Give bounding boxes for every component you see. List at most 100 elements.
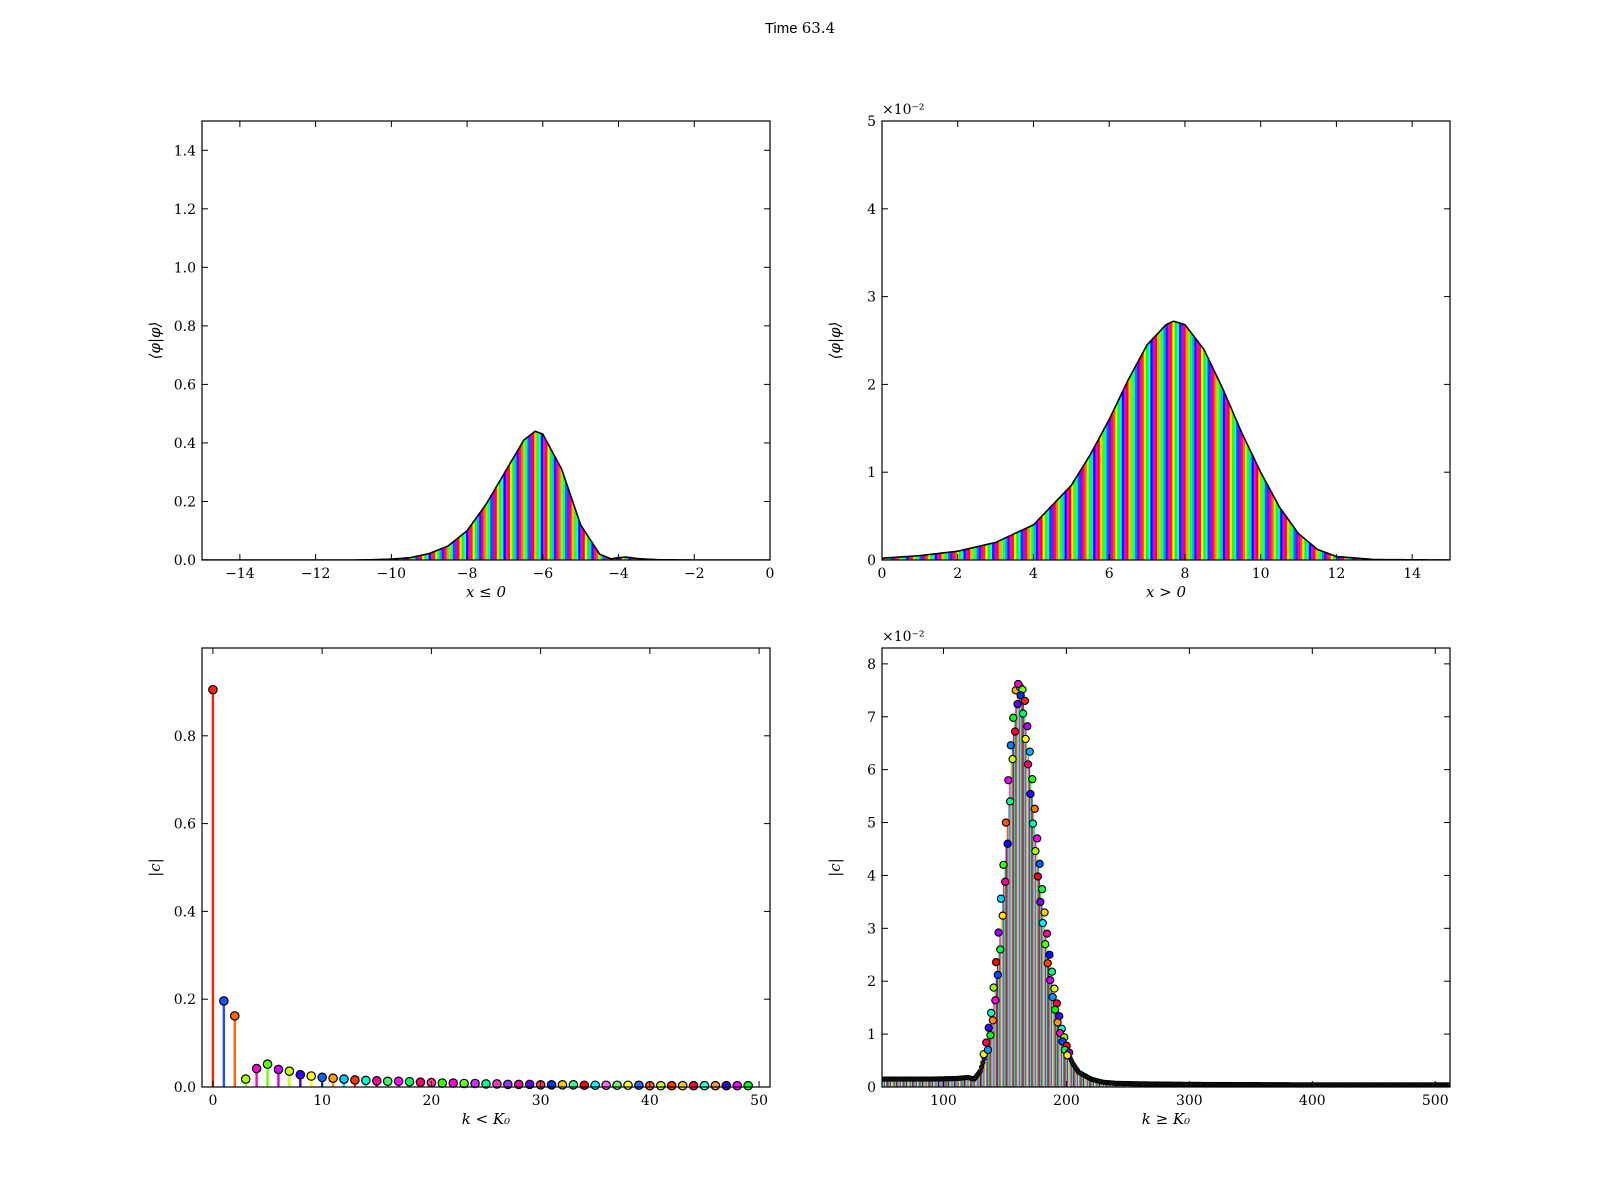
phase-stripe (246, 431, 249, 560)
stem-marker-small (977, 1068, 983, 1074)
phase-stripe (1357, 321, 1360, 560)
y-axis-label: |c| (826, 858, 844, 877)
phase-stripe (721, 431, 724, 560)
phase-stripe (327, 431, 330, 560)
phase-stripe (1214, 321, 1217, 560)
phase-stripe (391, 431, 394, 560)
phase-stripe (714, 431, 718, 560)
phase-stripe (756, 431, 759, 560)
stem-marker (437, 1078, 448, 1088)
phase-stripe (523, 431, 526, 560)
phase-stripe (483, 431, 487, 560)
x-tick-label: 8 (1180, 566, 1189, 582)
phase-stripe (963, 321, 966, 560)
x-axis-label: k < K₀ (462, 1110, 510, 1128)
phase-stripe (294, 431, 297, 560)
phase-stripe (1121, 321, 1125, 560)
phase-stripe (215, 431, 218, 560)
phase-stripe (584, 431, 588, 560)
phase-stripe (1207, 321, 1211, 560)
phase-stripe (1414, 321, 1417, 560)
phase-stripe (463, 431, 467, 560)
phase-stripe (1236, 321, 1239, 560)
phase-stripe (921, 321, 925, 560)
phase-stripe (287, 431, 291, 560)
phase-stripe (307, 431, 311, 560)
phase-stripe (318, 431, 322, 560)
phase-stripe (1350, 321, 1354, 560)
phase-stripe (525, 431, 528, 560)
phase-stripe (474, 431, 478, 560)
phase-stripe (1113, 321, 1116, 560)
stem-marker (1004, 776, 1013, 785)
phase-stripe (1242, 321, 1246, 560)
stem-marker (470, 1078, 480, 1089)
plot-frame (201, 647, 771, 1088)
phase-stripe (613, 431, 616, 560)
phase-stripe (283, 431, 286, 560)
phase-stripe (699, 431, 702, 560)
phase-stripe (1049, 321, 1052, 560)
phase-stripe (1427, 321, 1431, 560)
phase-stripe (1044, 321, 1048, 560)
phase-stripe (334, 431, 337, 560)
phase-stripe (268, 431, 271, 560)
phase-stripe (1183, 321, 1186, 560)
phase-stripe (1185, 321, 1189, 560)
phase-stripe (217, 431, 220, 560)
phase-stripe (598, 431, 601, 560)
phase-stripe (765, 431, 768, 560)
phase-stripe (893, 321, 896, 560)
phase-stripe (716, 431, 720, 560)
phase-stripe (1317, 321, 1321, 560)
stem-marker (1001, 877, 1010, 886)
phase-stripe (349, 431, 352, 560)
stem-marker (382, 1076, 393, 1087)
phase-stripe (1383, 321, 1387, 560)
phase-stripe (1104, 321, 1107, 560)
scale-exponent: ×10⁻² (882, 102, 925, 118)
phase-stripe (1170, 321, 1173, 560)
stem-marker (1009, 713, 1018, 722)
phase-stripe (1231, 321, 1235, 560)
phase-stripe (243, 431, 247, 560)
chart-top-left: −14 −12 −10 −8 −6 −4 −2 0 0.0 0.2 0.4 0.6 0.8 1.0 1.2 1… (146, 120, 774, 601)
phase-stripe (1018, 321, 1021, 560)
phase-stripe (461, 431, 465, 560)
phase-stripe (547, 431, 550, 560)
stem-marker (1063, 1051, 1072, 1060)
stem-marker (546, 1080, 557, 1090)
phase-stripe (338, 431, 341, 560)
stem-marker (994, 928, 1003, 937)
stem-marker (1043, 959, 1052, 968)
phase-stripe (345, 431, 348, 560)
phase-stripe (1223, 321, 1226, 560)
phase-stripe (1106, 321, 1109, 560)
phase-stripe (926, 321, 929, 560)
phase-stripe (633, 431, 636, 560)
phase-stripe (752, 431, 755, 560)
x-tick-label: −8 (457, 566, 478, 582)
phase-stripe (540, 431, 544, 560)
phase-stripe (1020, 321, 1024, 560)
phase-stripe (441, 431, 445, 560)
phase-stripe (1157, 321, 1160, 560)
phase-stripe (1099, 321, 1103, 560)
phase-stripe (331, 431, 335, 560)
phase-stripe (1293, 321, 1296, 560)
phase-stripe (404, 431, 407, 560)
chart-bottom-right: 100 200 300 400 500 0 1 2 3 4 5 6 7 8 k ≥ K₀ |c| ×10⁻² (826, 629, 1451, 1128)
phase-stripe (985, 321, 988, 560)
phase-stripe (1273, 321, 1277, 560)
phase-stripe (661, 431, 665, 560)
phase-stripe (727, 431, 731, 560)
phase-stripe (538, 431, 542, 560)
phase-fill (882, 321, 1450, 560)
phase-stripe (1040, 321, 1043, 560)
phase-stripe (650, 431, 654, 560)
stem-marker (991, 958, 1001, 967)
phase-stripe (1286, 321, 1290, 560)
stem-marker (361, 1075, 371, 1086)
phase-stripe (1055, 321, 1059, 560)
